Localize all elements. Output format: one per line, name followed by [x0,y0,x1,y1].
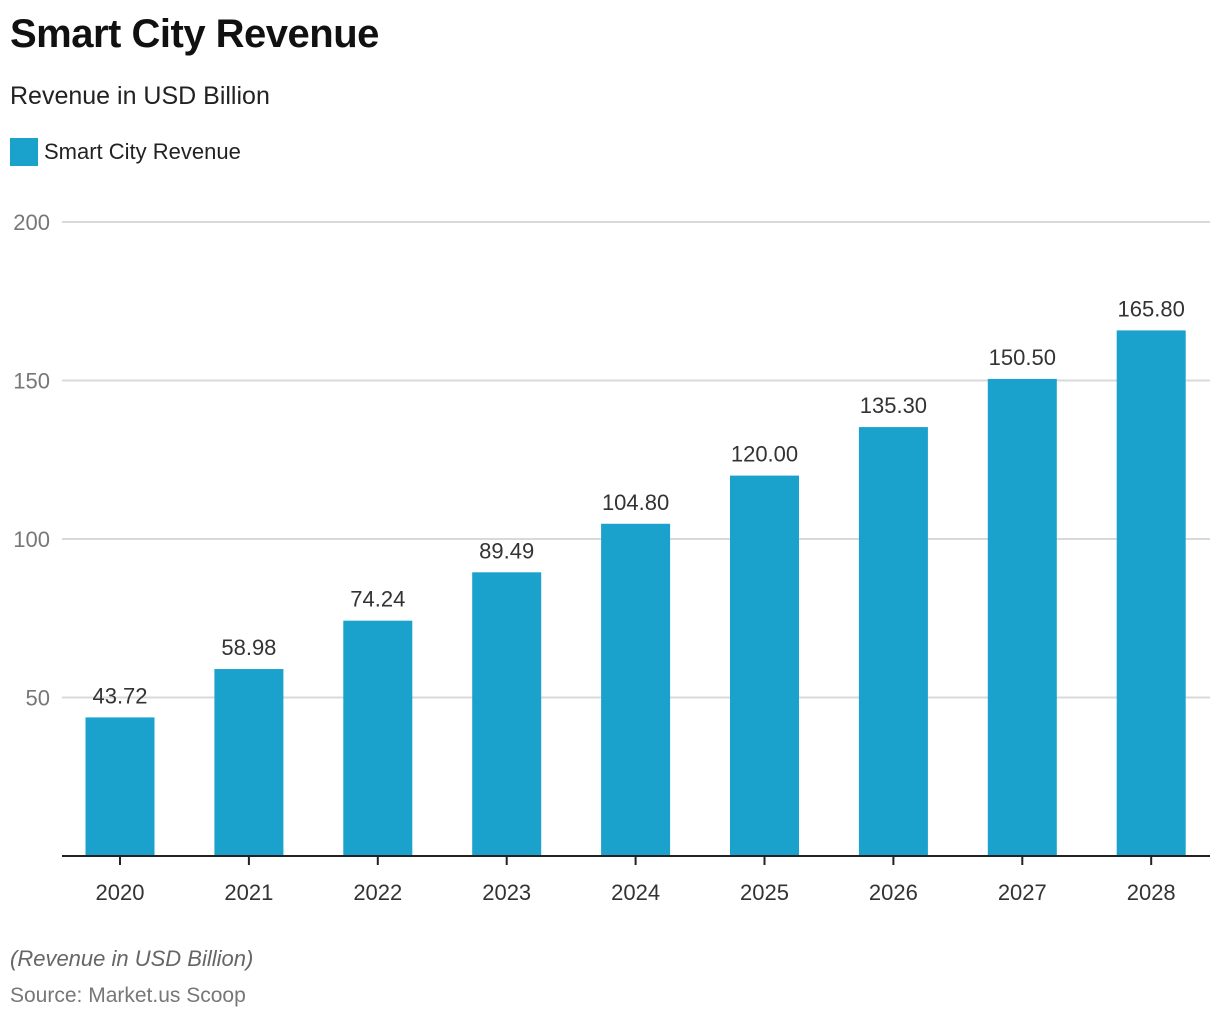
x-tick-label: 2026 [869,880,918,905]
data-label: 104.80 [602,490,669,515]
bars [85,330,1186,856]
data-label: 74.24 [350,587,405,612]
y-tick-label: 200 [13,210,50,235]
bar [987,378,1057,856]
data-label: 135.30 [860,393,927,418]
legend-swatch [10,138,38,166]
y-tick-label: 100 [13,527,50,552]
x-tick-label: 2024 [611,880,660,905]
x-tick-label: 2028 [1127,880,1176,905]
footer-note: (Revenue in USD Billion) [10,946,254,971]
data-label: 165.80 [1118,296,1185,321]
data-label: 89.49 [479,538,534,563]
data-label: 120.00 [731,442,798,467]
bar [343,620,413,856]
legend-label: Smart City Revenue [44,139,241,164]
data-label: 58.98 [221,635,276,660]
source-text: Source: Market.us Scoop [10,984,246,1007]
data-label: 43.72 [92,683,147,708]
y-axis-ticks: 50 100 150 200 [13,210,50,711]
bar [858,427,928,856]
x-tick-label: 2021 [224,880,273,905]
bar [1116,330,1186,856]
bar [85,717,155,856]
data-label: 150.50 [989,345,1056,370]
bar [214,669,284,856]
x-tick-label: 2025 [740,880,789,905]
y-tick-label: 50 [26,686,50,711]
x-tick-label: 2023 [482,880,531,905]
bar [730,475,799,856]
bar [601,523,671,856]
data-labels: 43.72 58.98 74.24 89.49 104.80 120.00 135.30 15… [92,296,1184,708]
chart-title: Smart City Revenue [10,12,379,56]
chart-subtitle: Revenue in USD Billion [10,82,270,110]
x-tick-label: 2020 [96,880,145,905]
x-tick-label: 2027 [998,880,1047,905]
bar [472,572,542,856]
y-tick-label: 150 [13,369,50,394]
legend: Smart City Revenue [10,138,241,166]
x-axis: 2020 2021 2022 2023 2024 2025 2026 2027 2028 [62,855,1210,905]
x-tick-label: 2022 [353,880,402,905]
